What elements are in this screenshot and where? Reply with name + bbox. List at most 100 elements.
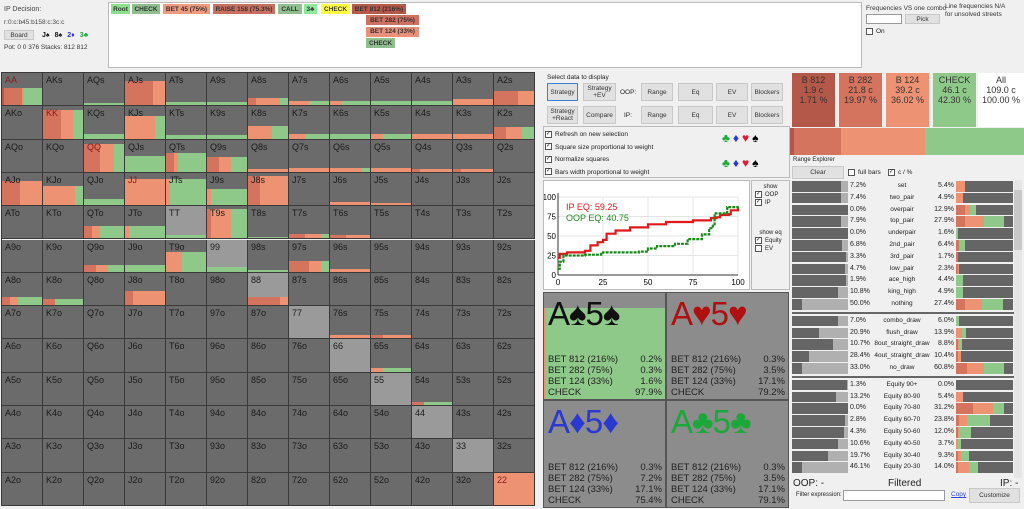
hand-cell[interactable]: 52o: [371, 472, 412, 506]
hand-cell[interactable]: Q9s: [207, 139, 248, 173]
hand-cell[interactable]: A4s: [412, 73, 453, 107]
hand-cell[interactable]: 82s: [494, 272, 535, 307]
hand-cell[interactable]: T7s: [289, 206, 330, 240]
hand-cell[interactable]: 98o: [207, 272, 248, 307]
hand-cell[interactable]: K8s: [248, 106, 289, 140]
explorer-scrollbar[interactable]: [1014, 180, 1022, 478]
hand-cell[interactable]: T5o: [166, 372, 207, 406]
explorer-row[interactable]: 4.3% Equity 50-60 12.0%: [792, 427, 1014, 438]
hand-cell[interactable]: JTo: [125, 206, 166, 240]
suit-filter-ip[interactable]: ♣♦♥♠: [722, 156, 762, 170]
hand-cell[interactable]: Q3o: [84, 439, 125, 473]
hand-cell[interactable]: KTo: [43, 206, 84, 240]
summary-box[interactable]: B 812 1.9 c 1.71 %: [792, 73, 835, 127]
hand-cell[interactable]: TT: [166, 206, 207, 240]
hand-cell[interactable]: KQs: [84, 106, 125, 140]
explorer-row[interactable]: 7.0% combo_draw 6.0%: [792, 315, 1014, 327]
hand-cell[interactable]: Q9o: [84, 239, 125, 273]
hand-cell[interactable]: J9o: [125, 239, 166, 273]
hand-cell[interactable]: 53s: [453, 372, 494, 406]
hand-cell[interactable]: K3s: [453, 106, 494, 140]
hand-cell[interactable]: J4s: [412, 172, 453, 207]
tree-node[interactable]: Root: [111, 4, 130, 14]
summary-box[interactable]: All 109.0 c 100.00 %: [978, 73, 1024, 127]
hand-cell[interactable]: 63o: [330, 439, 371, 473]
hand-cell[interactable]: A7s: [289, 73, 330, 107]
hand-cell[interactable]: 74s: [412, 306, 453, 340]
hand-cell[interactable]: A6s: [330, 73, 371, 107]
hand-cell[interactable]: T5s: [371, 206, 412, 240]
hand-cell[interactable]: J6s: [330, 172, 371, 207]
hand-cell[interactable]: J7s: [289, 172, 330, 207]
hand-cell[interactable]: J2o: [125, 472, 166, 506]
hand-cell[interactable]: Q5s: [371, 139, 412, 173]
explorer-row[interactable]: 46.1% Equity 20-30 14.0%: [792, 462, 1014, 473]
explorer-row[interactable]: 4.7% low_pair 2.3%: [792, 263, 1014, 275]
hand-cell[interactable]: QTs: [166, 139, 207, 173]
show-ip-checkbox[interactable]: ✓ IP: [755, 199, 771, 207]
diamond-icon[interactable]: ♦: [732, 131, 742, 145]
tree-node[interactable]: CHECK: [321, 4, 350, 14]
copy-link[interactable]: Copy: [951, 491, 967, 498]
hand-cell[interactable]: 82o: [248, 472, 289, 506]
explorer-row[interactable]: 28.4% 4out_straight_draw 10.4%: [792, 351, 1014, 362]
hand-cell[interactable]: 66: [330, 339, 371, 373]
hand-cell[interactable]: 95o: [207, 372, 248, 406]
explorer-row[interactable]: 20.9% flush_draw 13.9%: [792, 327, 1014, 339]
combo-panel[interactable]: A♥5♥ BET 812 (216%) 0.3% BET 282 (75%) 3.5% B…: [666, 292, 789, 400]
explorer-row[interactable]: 10.6% Equity 40-50 3.7%: [792, 438, 1014, 450]
explorer-row[interactable]: 2.8% Equity 60-70 23.8%: [792, 415, 1014, 426]
hand-cell[interactable]: 55: [371, 372, 412, 406]
hand-cell[interactable]: 62s: [494, 339, 535, 373]
normalize-checkbox[interactable]: ✓ Normalize squares: [545, 155, 610, 163]
hand-cell[interactable]: T3o: [166, 439, 207, 473]
hand-cell[interactable]: T2s: [494, 206, 535, 240]
heart-icon[interactable]: ♥: [742, 156, 753, 170]
hand-cell[interactable]: Q5o: [84, 372, 125, 406]
strategy-button[interactable]: Strategy: [547, 83, 578, 101]
strategy-ev-button[interactable]: Strategy +EV: [583, 83, 616, 101]
hand-cell[interactable]: Q2s: [494, 139, 535, 173]
hand-cell[interactable]: 53o: [371, 439, 412, 473]
hand-cell[interactable]: Q6o: [84, 339, 125, 373]
hand-cell[interactable]: K2s: [494, 106, 535, 140]
pick-button[interactable]: Pick: [905, 14, 940, 24]
hand-cell[interactable]: 42s: [494, 406, 535, 440]
hand-cell[interactable]: 84o: [248, 406, 289, 440]
hand-cell[interactable]: 43s: [453, 406, 494, 440]
ip-eq-button[interactable]: Eq: [678, 106, 713, 124]
hand-cell[interactable]: K6s: [330, 106, 371, 140]
hand-cell[interactable]: 92s: [494, 239, 535, 273]
hand-cell[interactable]: 63s: [453, 339, 494, 373]
hand-cell[interactable]: A5s: [371, 73, 412, 107]
hand-cell[interactable]: T4o: [166, 406, 207, 440]
hand-cell[interactable]: 43o: [412, 439, 453, 473]
hand-cell[interactable]: 52s: [494, 372, 535, 406]
hand-cell[interactable]: Q2o: [84, 472, 125, 506]
hand-cell[interactable]: 83s: [453, 272, 494, 307]
hand-cell[interactable]: T4s: [412, 206, 453, 240]
hand-cell[interactable]: A6o: [2, 339, 43, 373]
hand-cell[interactable]: J5o: [125, 372, 166, 406]
refresh-checkbox[interactable]: ✓ Refresh on new selection: [545, 130, 628, 138]
hand-cell[interactable]: 87s: [289, 272, 330, 307]
filter-input[interactable]: [843, 490, 945, 501]
tree-node[interactable]: BET 45 (75%): [163, 4, 210, 14]
hand-cell[interactable]: K9s: [207, 106, 248, 140]
hand-cell[interactable]: 44: [412, 406, 453, 440]
clear-button[interactable]: Clear: [792, 166, 844, 179]
hand-cell[interactable]: QJs: [125, 139, 166, 173]
tree-option[interactable]: BET 124 (33%): [366, 26, 419, 37]
tree-option[interactable]: CHECK: [366, 38, 395, 48]
hand-cell[interactable]: J8o: [125, 272, 166, 307]
c-pct-checkbox[interactable]: ✓ c / %: [888, 169, 913, 177]
hand-cell[interactable]: A9s: [207, 73, 248, 107]
tree-node[interactable]: CALL: [278, 4, 302, 14]
hand-cell[interactable]: AQs: [84, 73, 125, 107]
hand-cell[interactable]: QQ: [84, 139, 125, 173]
square-size-checkbox[interactable]: ✓ Square size proportional to weight: [545, 143, 654, 151]
hand-cell[interactable]: J5s: [371, 172, 412, 207]
hand-cell[interactable]: 94s: [412, 239, 453, 273]
explorer-row[interactable]: 0.0% underpair 1.6%: [792, 228, 1014, 239]
hand-cell[interactable]: 64o: [330, 406, 371, 440]
